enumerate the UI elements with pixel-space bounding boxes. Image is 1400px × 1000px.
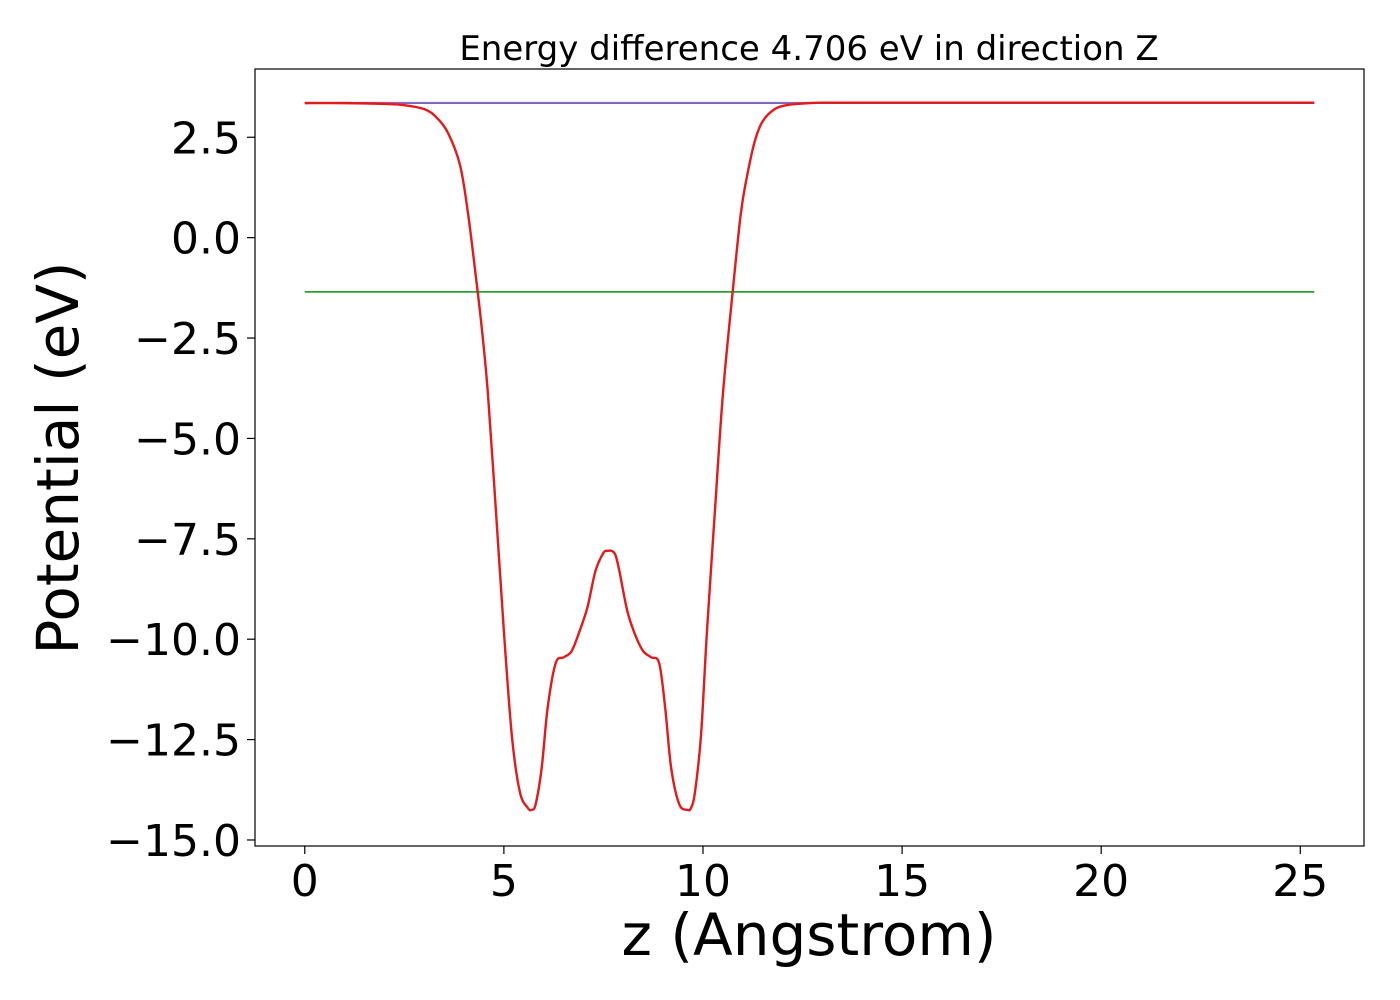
- chart-title: Energy difference 4.706 eV in direction …: [459, 29, 1158, 69]
- x-tick-label: 5: [490, 856, 518, 907]
- y-tick-label: −12.5: [106, 716, 241, 767]
- y-tick-label: −2.5: [134, 314, 241, 365]
- y-tick-label: −15.0: [106, 816, 241, 867]
- plot-lines: [304, 101, 1315, 812]
- x-axis-ticks: 0 5 10 15 20 25: [291, 846, 1328, 907]
- x-tick-label: 15: [874, 856, 930, 907]
- x-tick-label: 10: [675, 856, 731, 907]
- x-tick-label: 20: [1073, 856, 1129, 907]
- x-tick-label: 25: [1272, 856, 1328, 907]
- x-axis-label: z (Angstrom): [622, 901, 997, 969]
- y-axis-ticks: 2.5 0.0 −2.5 −5.0 −7.5 −10.0 −12.5 −15.0: [106, 113, 255, 867]
- y-tick-label: 0.0: [171, 214, 241, 265]
- series-line-4: [304, 101, 1315, 812]
- y-tick-label: −7.5: [134, 515, 241, 566]
- y-tick-label: 2.5: [171, 113, 241, 164]
- y-tick-label: −10.0: [106, 615, 241, 666]
- x-tick-label: 0: [291, 856, 319, 907]
- y-axis-label: Potential (eV): [24, 261, 92, 654]
- y-tick-label: −5.0: [134, 414, 241, 465]
- plot-frame: [254, 68, 1365, 847]
